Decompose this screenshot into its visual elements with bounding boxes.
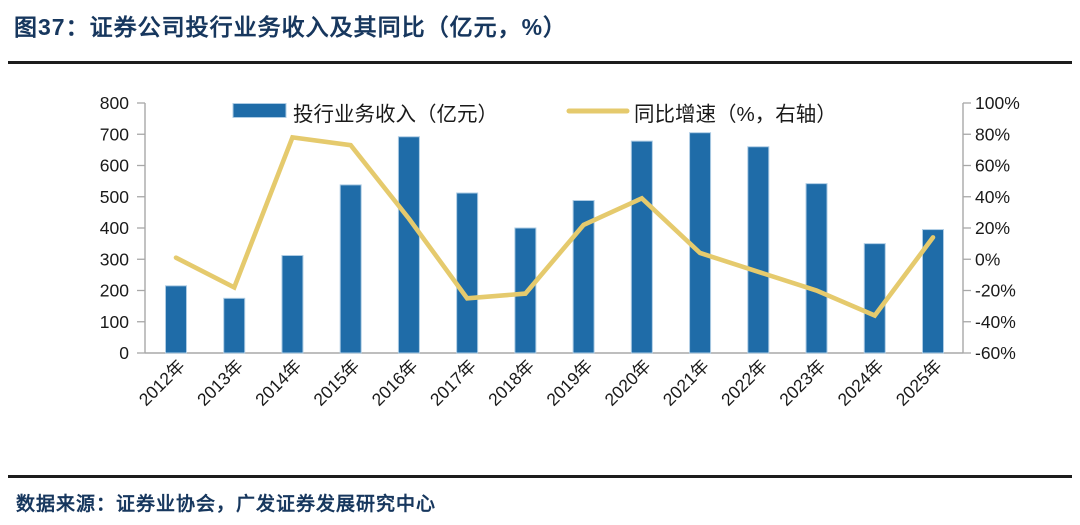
bar-2014年: [281, 255, 304, 354]
x-axis-label: 2023年: [775, 356, 829, 410]
right-axis-label: 80%: [975, 124, 1010, 144]
combo-chart: 800 700 600 500 400 300 200 100 0 100% 80% 60% 40% 20…: [100, 93, 1020, 410]
left-axis-label: 500: [100, 187, 129, 207]
x-axis-label: 2021年: [659, 356, 713, 410]
left-axis-label: 600: [100, 156, 129, 176]
x-axis-label: 2018年: [484, 356, 538, 410]
bar-2024年: [863, 243, 886, 354]
bar-2016年: [397, 136, 420, 354]
title-divider: [8, 61, 1072, 64]
right-axis-label: -20%: [975, 281, 1016, 301]
bar-2025年: [921, 229, 944, 354]
bar-2021年: [689, 132, 712, 354]
right-axis-label: -40%: [975, 312, 1016, 332]
right-axis-label: 20%: [975, 218, 1010, 238]
left-axis-label: 200: [100, 281, 129, 301]
bar-2020年: [630, 140, 653, 354]
legend-bar-label: 投行业务收入（亿元）: [293, 103, 498, 126]
legend-bar-swatch: [232, 103, 287, 118]
x-axis-label: 2017年: [426, 356, 480, 410]
x-axis-label: 2015年: [309, 356, 363, 410]
data-source: 数据来源：证券业协会，广发证券发展研究中心: [16, 494, 437, 515]
left-axis-label: 300: [100, 249, 129, 269]
bar-2022年: [747, 146, 770, 354]
right-axis-label: -60%: [975, 343, 1016, 363]
x-axis-label: 2016年: [368, 356, 422, 410]
figure-title: 图37：证券公司投行业务收入及其同比（亿元，%）: [14, 14, 568, 40]
footer-divider: [8, 475, 1072, 478]
x-axis-label: 2025年: [892, 356, 946, 410]
bar-2015年: [339, 184, 362, 354]
bar-2017年: [456, 192, 479, 354]
x-axis-label: 2022年: [717, 356, 771, 410]
legend-line-label: 同比增速（%，右轴）: [634, 103, 837, 126]
bar-2023年: [805, 183, 828, 354]
left-axis-label: 700: [100, 124, 129, 144]
x-axis-label: 2019年: [542, 356, 596, 410]
right-axis-label: 0%: [975, 249, 1000, 269]
left-axis-label: 0: [119, 343, 129, 363]
left-axis-label: 400: [100, 218, 129, 238]
x-axis-label: 2014年: [251, 356, 305, 410]
right-axis-label: 40%: [975, 187, 1010, 207]
x-axis-label: 2012年: [135, 356, 189, 410]
right-axis-label: 100%: [975, 93, 1020, 113]
right-axis-label: 60%: [975, 156, 1010, 176]
bar-2012年: [165, 285, 187, 354]
left-axis-label: 800: [100, 93, 129, 113]
yoy-growth-line: [173, 134, 936, 319]
bar-2013年: [223, 297, 246, 354]
x-axis-label: 2013年: [193, 356, 247, 410]
bar-2019年: [572, 200, 595, 354]
x-axis-label: 2020年: [601, 356, 655, 410]
left-axis-label: 100: [100, 312, 129, 332]
x-axis-label: 2024年: [834, 356, 888, 410]
